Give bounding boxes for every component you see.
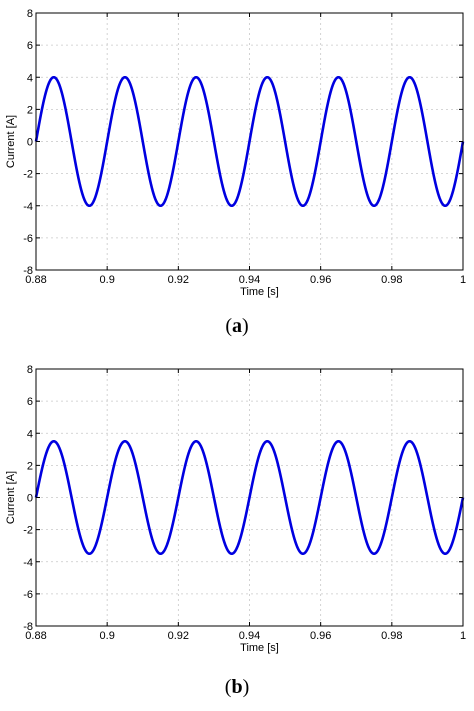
y-tick-label-a: -6: [23, 233, 33, 245]
panel-caption-a-letter: a: [232, 315, 242, 337]
current-series-line-a: [34, 75, 465, 208]
y-tick-label-b: 2: [27, 460, 33, 472]
y-tick-label-a: -8: [23, 265, 33, 277]
x-tick-label-a: 0.88: [25, 274, 46, 286]
y-tick-label-a: 8: [27, 8, 33, 20]
panel-caption-a: (a): [225, 315, 249, 337]
y-tick-label-b: 0: [27, 493, 33, 505]
y-tick-label-b: 4: [27, 428, 33, 440]
x-tick-label-a: 0.92: [168, 274, 189, 286]
y-tick-label-b: -2: [23, 525, 33, 537]
y-tick-label-a: 6: [27, 40, 33, 52]
y-axis-label-b: Current [A]: [5, 471, 17, 524]
y-axis-label-a: Current [A]: [5, 115, 17, 168]
panel-caption-b-letter: b: [231, 676, 243, 698]
panel-caption-b: (b): [224, 676, 250, 698]
x-tick-label-b: 0.88: [25, 630, 46, 642]
x-tick-label-b: 1: [460, 630, 466, 642]
x-axis-label-b: Time [s]: [240, 642, 279, 654]
current-waveform-chart-b: 0.88 0.9 0.92 0.94 0.96 0.98 1 -8 -6 -4 -2 0 2 4 6 8 Tim…: [5, 364, 466, 654]
chart-panel-a: 0.88 0.9 0.92 0.94 0.96 0.98 1 -8 -6 -4 -2 0 2 4 6 8 Tim…: [0, 0, 474, 355]
y-tick-label-a: -2: [23, 169, 33, 181]
y-tick-label-a: 2: [27, 104, 33, 116]
x-tick-label-a: 0.96: [310, 274, 331, 286]
y-tick-label-b: 6: [27, 396, 33, 408]
y-tick-label-b: -8: [23, 621, 33, 633]
y-tick-label-b: 8: [27, 364, 33, 376]
y-tick-label-a: 4: [27, 72, 33, 84]
y-tick-label-b: -6: [23, 589, 33, 601]
x-tick-label-b: 0.9: [100, 630, 115, 642]
x-tick-label-b: 0.94: [239, 630, 260, 642]
y-tick-label-a: 0: [27, 137, 33, 149]
x-tick-label-a: 0.9: [100, 274, 115, 286]
x-tick-label-a: 1: [460, 274, 466, 286]
x-tick-label-a: 0.94: [239, 274, 260, 286]
current-waveform-chart-a: 0.88 0.9 0.92 0.94 0.96 0.98 1 -8 -6 -4 -2 0 2 4 6 8 Tim…: [5, 8, 466, 298]
x-tick-label-b: 0.98: [381, 630, 402, 642]
y-tick-label-a: -4: [23, 201, 33, 213]
current-series-line-b: [34, 439, 465, 556]
x-tick-label-b: 0.92: [168, 630, 189, 642]
x-tick-label-b: 0.96: [310, 630, 331, 642]
x-tick-label-a: 0.98: [381, 274, 402, 286]
x-axis-label-a: Time [s]: [240, 286, 279, 298]
chart-panel-b: 0.88 0.9 0.92 0.94 0.96 0.98 1 -8 -6 -4 -2 0 2 4 6 8 Tim…: [0, 356, 474, 711]
y-tick-label-b: -4: [23, 557, 33, 569]
